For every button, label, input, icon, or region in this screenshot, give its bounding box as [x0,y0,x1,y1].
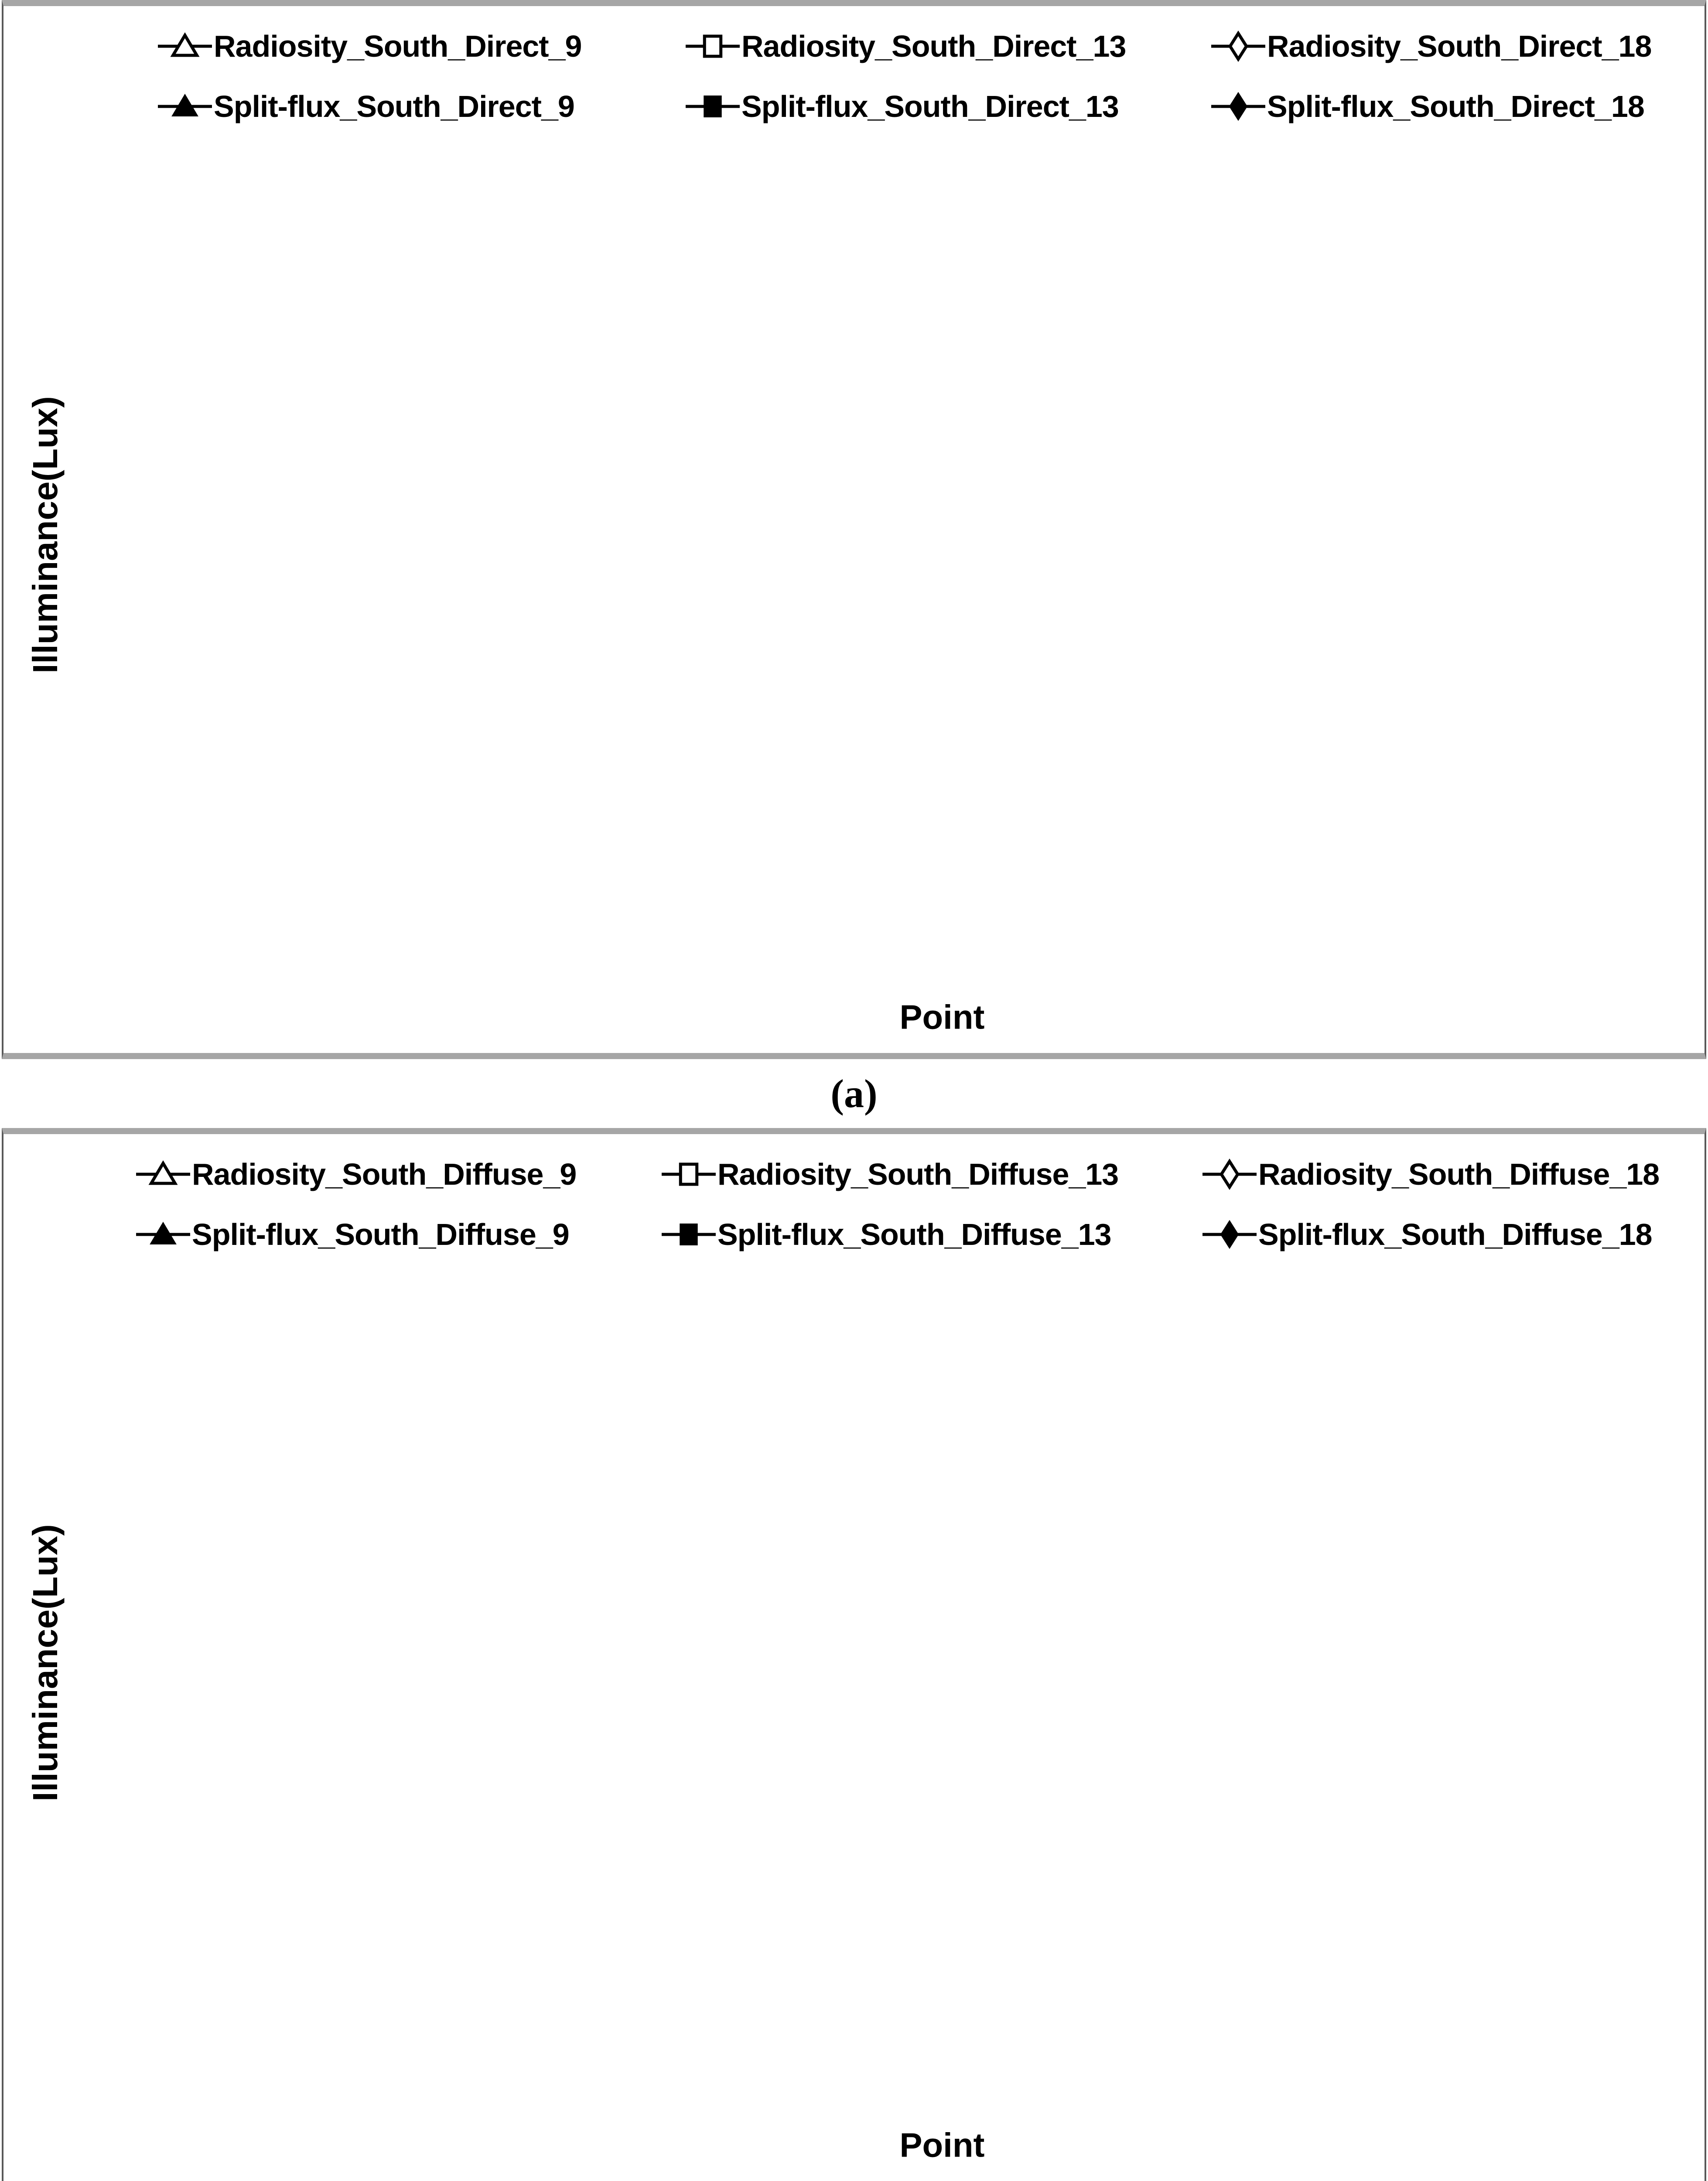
triangle-open-marker-icon [148,1160,178,1185]
y-axis-title-b: Illuminance(Lux) [26,1524,65,1802]
legend-label: Radiosity_South_Diffuse_18 [1258,1157,1660,1191]
figure-caption-a: (a) [830,1071,878,1116]
x-axis-title-b: Point [899,2126,985,2164]
legend-b: 1,8001,6001,4001,2001,000800600400200012… [3,1134,1705,1265]
legend-diamond-open-icon [1211,30,1265,62]
diamond-filled-marker-icon [1220,1220,1239,1249]
legend-item-Split-flux_South_Direct_9: Split-flux_South_Direct_9 [156,86,575,126]
legend-diamond-filled-icon [1202,1220,1257,1249]
legend-item-Split-flux_South_Direct_18: Split-flux_South_Direct_18 [1209,86,1645,126]
figure-panel-a: 9,0008,0007,0006,0005,0004,0003,0002,000… [2,0,1706,1059]
legend-triangle-filled-icon [158,93,212,116]
triangle-open-marker-icon [170,32,200,57]
y-axis-title-a: Illuminance(Lux) [26,396,65,673]
legend-item-Radiosity_South_Diffuse_18: Radiosity_South_Diffuse_18 [1201,1154,1660,1194]
square-open-marker-icon [679,1162,699,1186]
legend-triangle-open-icon: 1,8001,6001,4001,2001,000800600400200012… [136,1160,190,1185]
legend-item-Split-flux_South_Direct_13: Split-flux_South_Direct_13 [684,86,1119,126]
legend-label: Radiosity_South_Direct_9 [214,29,582,63]
legend-item-Radiosity_South_Direct_18: Radiosity_South_Direct_18 [1209,26,1652,66]
legend-item-Radiosity_South_Direct_13: Radiosity_South_Direct_13 [684,26,1126,66]
chart-a-canvas [3,6,1705,1053]
triangle-filled-marker-icon [171,93,198,116]
diamond-filled-marker-icon [1229,92,1248,121]
legend-diamond-filled-icon [1211,92,1265,121]
legend-item-Radiosity_South_Diffuse_9: 1,8001,6001,4001,2001,000800600400200012… [134,1154,577,1194]
square-open-marker-icon [703,34,723,58]
legend-label: Split-flux_South_Diffuse_18 [1258,1217,1653,1251]
legend-item-Split-flux_South_Diffuse_13: Split-flux_South_Diffuse_13 [660,1214,1112,1255]
legend-item-Radiosity_South_Direct_9: 9,0008,0007,0006,0005,0004,0003,0002,000… [156,26,582,66]
figure-panel-b: 1,8001,6001,4001,2001,000800600400200012… [2,1128,1706,2181]
chart-b-canvas [3,1134,1705,2181]
x-axis-title-a: Point [899,998,985,1036]
legend-square-open-icon [662,1162,716,1186]
legend-item-Split-flux_South_Diffuse_9: Split-flux_South_Diffuse_9 [134,1214,570,1255]
diamond-open-marker-icon [1220,1158,1240,1190]
legend-label: Radiosity_South_Direct_13 [741,29,1126,63]
legend-label: Radiosity_South_Diffuse_9 [192,1157,577,1191]
triangle-filled-marker-icon [150,1221,177,1244]
legend-item-Radiosity_South_Diffuse_13: Radiosity_South_Diffuse_13 [660,1154,1119,1194]
legend-label: Radiosity_South_Direct_18 [1267,29,1652,63]
legend-label: Split-flux_South_Diffuse_9 [192,1217,570,1251]
legend-triangle-open-icon: 9,0008,0007,0006,0005,0004,0003,0002,000… [158,32,212,57]
legend-square-open-icon [686,34,740,58]
legend-diamond-open-icon [1202,1158,1257,1190]
legend-square-filled-icon [662,1223,716,1246]
legend-label: Split-flux_South_Direct_18 [1267,89,1645,123]
diamond-open-marker-icon [1228,30,1248,62]
legend-label: Radiosity_South_Diffuse_13 [717,1157,1119,1191]
legend-item-Split-flux_South_Diffuse_18: Split-flux_South_Diffuse_18 [1201,1214,1653,1255]
legend-triangle-filled-icon [136,1221,190,1244]
legend-label: Split-flux_South_Direct_9 [214,89,575,123]
square-filled-marker-icon [704,95,722,118]
square-filled-marker-icon [680,1223,698,1246]
legend-a: 9,0008,0007,0006,0005,0004,0003,0002,000… [3,6,1705,137]
legend-label: Split-flux_South_Diffuse_13 [717,1217,1112,1251]
legend-label: Split-flux_South_Direct_13 [741,89,1119,123]
legend-square-filled-icon [686,95,740,118]
